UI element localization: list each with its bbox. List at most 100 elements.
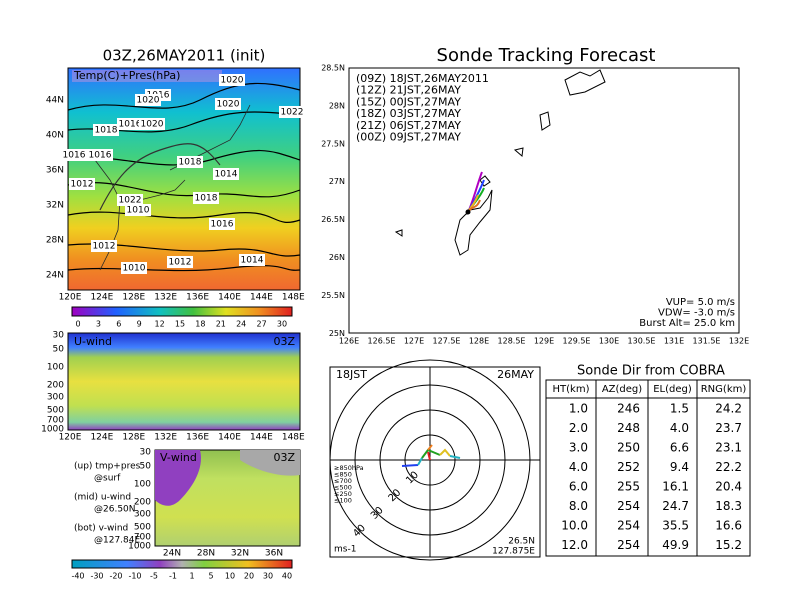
contour-label: 1020	[221, 76, 244, 86]
colorbar	[71, 306, 293, 317]
contour-label-bg	[87, 149, 113, 161]
parameter: Burst Alt= 25.0 km	[639, 318, 735, 329]
colorbar-label: 1	[189, 572, 194, 581]
contour-label: 1018	[179, 158, 202, 168]
note: (bot) v-wind	[74, 524, 128, 534]
lon-label: 132E	[154, 293, 177, 303]
legend-entry: (18Z) 03JST,27MAY	[356, 107, 461, 120]
map-label: Temp(C)+Pres(hPa)	[73, 69, 180, 82]
pressure-label: 200	[47, 381, 64, 391]
pressure-label: 700	[47, 416, 64, 426]
lon-label: 127.5E	[433, 337, 461, 346]
lon-label: 130E	[599, 337, 619, 346]
pressure-label: 200	[134, 498, 151, 508]
lat-label: 26.5N	[321, 215, 345, 224]
lon-label: 144E	[250, 293, 273, 303]
table-cell: 254	[617, 499, 640, 513]
lon-label: 132E	[154, 433, 177, 443]
lon-label: 128.5E	[498, 337, 526, 346]
contour-label-bg	[279, 106, 305, 118]
table-cell: 22.2	[715, 460, 742, 474]
lon-label: 144E	[250, 433, 273, 443]
lat-label: 40N	[46, 131, 64, 141]
colorbar-label: 24	[236, 320, 246, 329]
pressure-label: 500	[47, 406, 64, 416]
contour-label: 1012	[169, 258, 192, 268]
lat-label: 25N	[329, 329, 345, 338]
note: @surf	[94, 474, 121, 484]
lat-label: 25.5N	[321, 291, 345, 300]
pressure-label: 1000	[41, 425, 64, 435]
pressure-label: 100	[134, 480, 151, 490]
legend-entry: (09Z) 18JST,26MAY2011	[356, 72, 489, 85]
v-field-neg	[155, 450, 201, 506]
colorbar-label: 6	[116, 320, 121, 329]
contour-label: 1018	[95, 126, 118, 136]
note: @127.84E	[94, 536, 140, 546]
contour-label-bg	[135, 94, 161, 106]
table-header: HT(km)	[553, 384, 590, 395]
pressure-label: 500	[134, 523, 151, 533]
contour-label-bg	[139, 118, 165, 130]
polar-lat: 26.5N	[508, 537, 535, 547]
legend-entry: (15Z) 00JST,27MAY	[356, 95, 461, 108]
lat-label: 44N	[46, 96, 64, 106]
lon-label: 128E	[122, 433, 145, 443]
lat-label: 28N	[197, 549, 215, 559]
polar-legend-entry: ≤850	[334, 471, 352, 479]
table-cell: 254	[617, 538, 640, 552]
lon-label: 128E	[469, 337, 489, 346]
note: (mid) u-wind	[74, 493, 131, 503]
tracking-map	[348, 67, 740, 334]
lon-label: 127E	[404, 337, 424, 346]
table-cell: 248	[617, 421, 640, 435]
colorbar-label: 30	[263, 572, 273, 581]
colorbar-label: -20	[109, 572, 122, 581]
u-label: U-wind	[74, 335, 112, 348]
map-title: 03Z,26MAY2011 (init)	[103, 47, 266, 65]
table-cell: 16.1	[662, 480, 689, 494]
contour-label-bg	[121, 262, 147, 274]
contour-label: 1016	[89, 151, 112, 161]
colorbar-label: 3	[96, 320, 101, 329]
table-cell: 20.4	[715, 480, 742, 494]
legend-entry: (21Z) 06JST,27MAY	[356, 119, 461, 132]
table-cell: 1.5	[670, 402, 689, 416]
table-cell: 24.7	[662, 499, 689, 513]
colorbar-label: -10	[128, 572, 141, 581]
pressure-label: 50	[53, 345, 65, 355]
lat-label: 28.5N	[321, 64, 345, 73]
polar-legend-entry: ≤500	[334, 484, 352, 492]
polar-legend-entry: ≤700	[334, 477, 352, 485]
lon-label: 140E	[218, 433, 241, 443]
lon-label: 130.5E	[628, 337, 656, 346]
table-cell: 4.0	[569, 460, 588, 474]
colorbar-label: -30	[90, 572, 103, 581]
table-cell: 9.4	[670, 460, 689, 474]
lat-label: 27N	[329, 177, 345, 186]
colorbar-label: -5	[150, 572, 158, 581]
tracking-title: Sonde Tracking Forecast	[437, 45, 656, 66]
contour-label: 1020	[137, 96, 160, 106]
contour-label: 1012	[93, 242, 116, 252]
table-cell: 18.3	[715, 499, 742, 513]
contour-label: 1014	[241, 256, 264, 266]
contour-label: 1010	[127, 206, 150, 216]
contour-label: 1014	[215, 170, 238, 180]
lon-label: 126.5E	[368, 337, 396, 346]
parameter: VDW= -3.0 m/s	[658, 308, 735, 319]
table-cell: 246	[617, 402, 640, 416]
table-cell: 252	[617, 460, 640, 474]
lat-label: 36N	[265, 549, 283, 559]
lon-label: 136E	[186, 433, 209, 443]
colorbar-label: 30	[277, 320, 287, 329]
contour-label-bg	[193, 192, 219, 204]
note: @26.50N	[94, 505, 136, 515]
label-bg	[72, 70, 222, 82]
table-cell: 4.0	[670, 421, 689, 435]
table-header: RNG(km)	[701, 384, 747, 395]
v-label: V-wind	[160, 451, 197, 464]
lat-label: 24N	[46, 271, 64, 281]
contour-label-bg	[215, 98, 241, 110]
table-cell: 250	[617, 441, 640, 455]
